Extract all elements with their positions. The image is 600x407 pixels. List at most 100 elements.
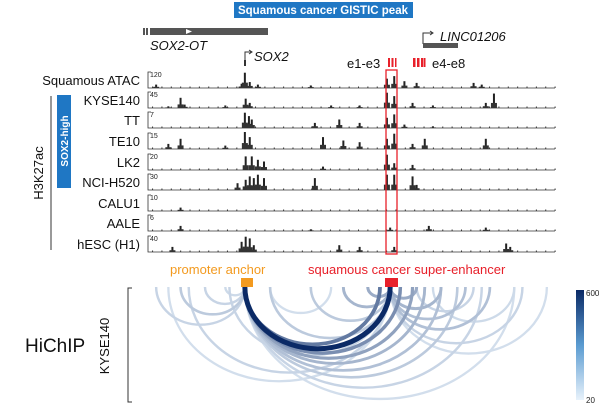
signal-peak-base xyxy=(241,82,248,88)
signal-peak-base xyxy=(222,107,229,108)
signal-peak-base xyxy=(248,125,255,128)
signal-peak-base xyxy=(250,249,257,252)
hichip-loop-arc xyxy=(388,286,443,311)
signal-peak xyxy=(385,154,388,170)
signal-peak-base xyxy=(320,168,327,170)
signal-peak-base xyxy=(401,126,408,128)
signal-peak-base xyxy=(356,146,363,149)
hichip-sample-label: KYSE140 xyxy=(97,318,112,374)
signal-peak xyxy=(393,114,396,128)
signal-peak xyxy=(236,183,239,190)
signal-peak xyxy=(243,132,246,149)
signal-peak xyxy=(248,176,251,190)
signal-peak xyxy=(472,82,475,88)
signal-peak-base xyxy=(246,144,253,149)
signal-peak xyxy=(179,225,182,231)
e1-e3-marks xyxy=(388,58,397,67)
signal-peak xyxy=(484,102,487,108)
signal-peak-base xyxy=(383,102,390,108)
track-label: Squamous ATAC xyxy=(42,73,140,88)
hichip-loop-arc xyxy=(242,286,393,352)
signal-peak-base xyxy=(254,86,261,88)
signal-peak-base xyxy=(482,229,489,231)
signal-peak-base xyxy=(177,209,184,211)
signal-peak-base xyxy=(260,185,267,190)
signal-peak-base xyxy=(413,188,420,190)
signal-peak xyxy=(492,93,495,108)
signal-peak xyxy=(262,161,265,170)
signal-peak xyxy=(256,159,259,170)
signal-peak xyxy=(244,156,247,170)
signal-peak-base xyxy=(242,104,249,108)
signal-peak xyxy=(423,138,426,149)
sox2-gene-mark xyxy=(244,60,246,66)
signal-peak xyxy=(256,174,259,190)
signal-peak-base xyxy=(311,126,318,128)
signal-peak-base xyxy=(234,187,241,190)
track: TT 7 xyxy=(124,111,556,129)
signal-peak-base xyxy=(248,165,255,170)
gistic-peak-bar xyxy=(234,2,413,18)
signal-peak-base xyxy=(238,248,245,252)
signal-peak-base xyxy=(254,184,261,190)
track-axis xyxy=(147,132,555,150)
track-scale: 7 xyxy=(150,112,154,119)
signal-peak xyxy=(393,163,396,170)
signal-peak-base xyxy=(421,145,428,149)
hichip-label: HiChIP xyxy=(25,336,85,357)
signal-peak xyxy=(240,83,243,88)
signal-peak xyxy=(403,81,406,88)
signal-peak xyxy=(431,126,434,128)
signal-peak xyxy=(244,98,247,108)
signal-peak xyxy=(248,137,251,149)
hichip-loop-arc xyxy=(268,286,333,315)
track-scale: 30 xyxy=(150,174,158,181)
signal-peak-base xyxy=(503,249,510,252)
signal-peak xyxy=(385,78,388,88)
signal-peak-base xyxy=(429,107,436,108)
signal-peak xyxy=(322,166,325,170)
signal-peak-base xyxy=(387,229,394,231)
signal-peak xyxy=(342,140,345,149)
signal-peak-base xyxy=(391,123,398,128)
signal-peak xyxy=(252,178,255,190)
hichip-loop-arc xyxy=(179,286,247,316)
signal-peak xyxy=(171,246,174,252)
signal-peak-base xyxy=(383,124,390,128)
signal-peak xyxy=(358,122,361,128)
signal-peak-base xyxy=(307,230,314,231)
signal-peak-base xyxy=(177,145,184,149)
signal-peak xyxy=(393,246,396,252)
gistic-label: Squamous cancer GISTIC peak xyxy=(238,5,409,17)
signal-peak xyxy=(338,245,341,252)
signal-peak xyxy=(179,207,182,211)
signal-peak-base xyxy=(409,106,416,108)
track-axis xyxy=(147,91,555,109)
signal-peak-base xyxy=(409,168,416,170)
signal-peak-base xyxy=(238,86,245,88)
hichip-loop-arc xyxy=(154,286,247,326)
sox2-tss-arrow-icon xyxy=(244,49,253,66)
track-scale: 20 xyxy=(150,154,158,161)
e1-e3-label: e1-e3 xyxy=(347,56,380,71)
signal-peak xyxy=(179,138,182,149)
track-label: NCI-H520 xyxy=(82,175,140,190)
track-axis xyxy=(147,194,555,212)
sox2ot-exon xyxy=(143,28,145,35)
signal-peak-base xyxy=(246,85,253,88)
signal-peak-base xyxy=(383,84,390,88)
track-scale: 6 xyxy=(150,215,154,222)
signal-peak xyxy=(240,241,243,252)
linc-tss-arrow-icon xyxy=(422,30,434,44)
track-label: KYSE140 xyxy=(84,93,140,108)
track: TE10 15 xyxy=(109,132,556,150)
colorbar-max: 600 xyxy=(586,289,600,298)
signal-peak-base xyxy=(246,247,253,252)
track: Squamous ATAC 120 xyxy=(42,71,556,89)
h3k27ac-label: H3K27ac xyxy=(31,146,46,200)
strand-arrow-icon xyxy=(186,29,192,34)
track-label: TE10 xyxy=(109,134,140,149)
signal-peak-base xyxy=(169,250,176,252)
signal-peak-base xyxy=(383,164,390,170)
